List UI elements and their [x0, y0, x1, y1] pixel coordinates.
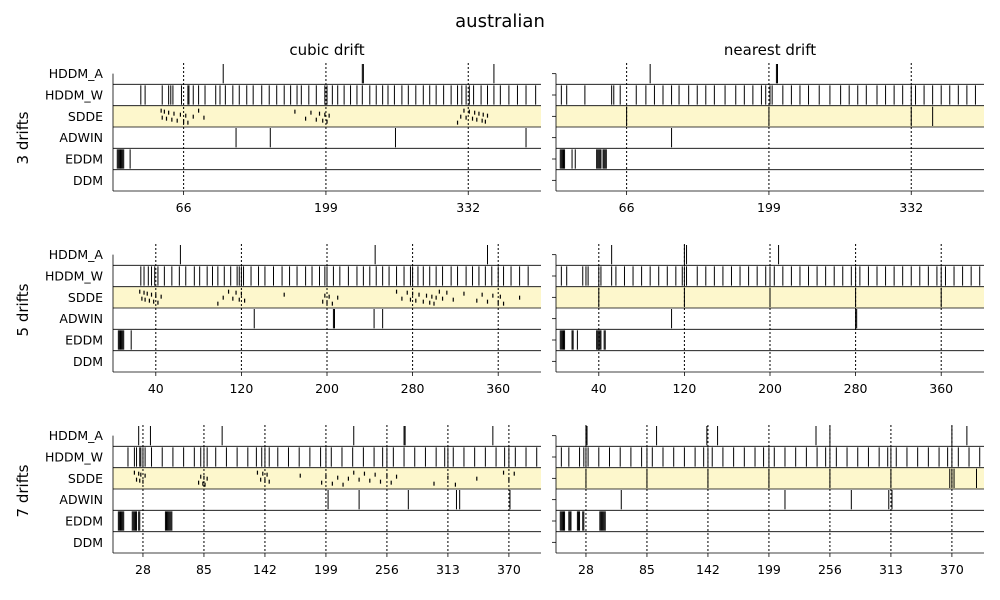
x-tick-label: 142 [696, 562, 720, 577]
row-title-3-drifts: 3 drifts [14, 111, 32, 164]
x-tick-label: 332 [899, 200, 923, 215]
x-tick-label: 280 [844, 381, 868, 396]
detector-label-ddm: DDM [73, 173, 103, 188]
x-tick-label: 199 [314, 562, 338, 577]
detector-label-sdde: SDDE [68, 109, 103, 124]
row-title-5-drifts: 5 drifts [14, 283, 32, 336]
figure-title: australian [455, 11, 545, 32]
x-tick-label: 256 [375, 562, 399, 577]
x-tick-label: 200 [758, 381, 782, 396]
sdde-highlight-band [113, 105, 541, 127]
detector-label-hddm_w: HDDM_W [45, 450, 103, 465]
detector-label-adwin: ADWIN [59, 130, 103, 145]
column-title-nearest: nearest drift [724, 41, 816, 59]
sdde-highlight-band [556, 467, 984, 489]
x-tick-label: 66 [176, 200, 192, 215]
x-tick-label: 370 [497, 562, 521, 577]
panel-2: HDDM_A HDDM_W SDDE ADWIN EDDM DDM 40 120 200 280 3… [45, 244, 541, 396]
detector-label-adwin: ADWIN [59, 492, 103, 507]
x-tick-label: 28 [578, 562, 594, 577]
detector-label-ddm: DDM [73, 535, 103, 550]
panel-3: 40 120 200 280 360 [552, 244, 984, 396]
x-tick-label: 332 [456, 200, 480, 215]
row-title-7-drifts: 7 drifts [14, 464, 32, 517]
x-tick-label: 256 [818, 562, 842, 577]
x-tick-label: 313 [879, 562, 903, 577]
panels: HDDM_A HDDM_W SDDE ADWIN EDDM DDM 66 199 332 66 19… [45, 63, 984, 577]
panel-4: HDDM_A HDDM_W SDDE ADWIN EDDM DDM 28 85 142 199 25… [45, 425, 541, 577]
x-tick-label: 199 [757, 562, 781, 577]
x-tick-label: 360 [929, 381, 953, 396]
detector-label-sdde: SDDE [68, 290, 103, 305]
x-tick-label: 360 [486, 381, 510, 396]
detector-label-sdde: SDDE [68, 471, 103, 486]
panel-0: HDDM_A HDDM_W SDDE ADWIN EDDM DDM 66 199 332 [45, 63, 541, 215]
detector-label-hddm_a: HDDM_A [49, 66, 104, 81]
x-tick-label: 28 [135, 562, 151, 577]
x-tick-label: 85 [196, 562, 212, 577]
detector-label-hddm_w: HDDM_W [45, 269, 103, 284]
x-tick-label: 313 [436, 562, 460, 577]
detector-label-adwin: ADWIN [59, 311, 103, 326]
detector-label-hddm_a: HDDM_A [49, 247, 104, 262]
detector-label-ddm: DDM [73, 354, 103, 369]
x-tick-label: 370 [940, 562, 964, 577]
x-tick-label: 199 [757, 200, 781, 215]
detector-label-eddm: EDDM [65, 514, 103, 529]
detector-label-eddm: EDDM [65, 333, 103, 348]
x-tick-label: 40 [148, 381, 164, 396]
x-tick-label: 66 [619, 200, 635, 215]
panel-5: 28 85 142 199 256 313 370 [552, 425, 984, 577]
detector-label-hddm_w: HDDM_W [45, 88, 103, 103]
x-tick-label: 85 [639, 562, 655, 577]
panel-1: 66 199 332 [552, 63, 984, 215]
detector-label-eddm: EDDM [65, 152, 103, 167]
detector-label-hddm_a: HDDM_A [49, 428, 104, 443]
x-tick-label: 120 [229, 381, 253, 396]
x-tick-label: 199 [314, 200, 338, 215]
x-tick-label: 120 [672, 381, 696, 396]
column-title-cubic: cubic drift [289, 41, 364, 59]
x-tick-label: 200 [315, 381, 339, 396]
x-tick-label: 40 [591, 381, 607, 396]
sdde-highlight-band [556, 105, 984, 127]
x-tick-label: 280 [401, 381, 425, 396]
x-tick-label: 142 [253, 562, 277, 577]
